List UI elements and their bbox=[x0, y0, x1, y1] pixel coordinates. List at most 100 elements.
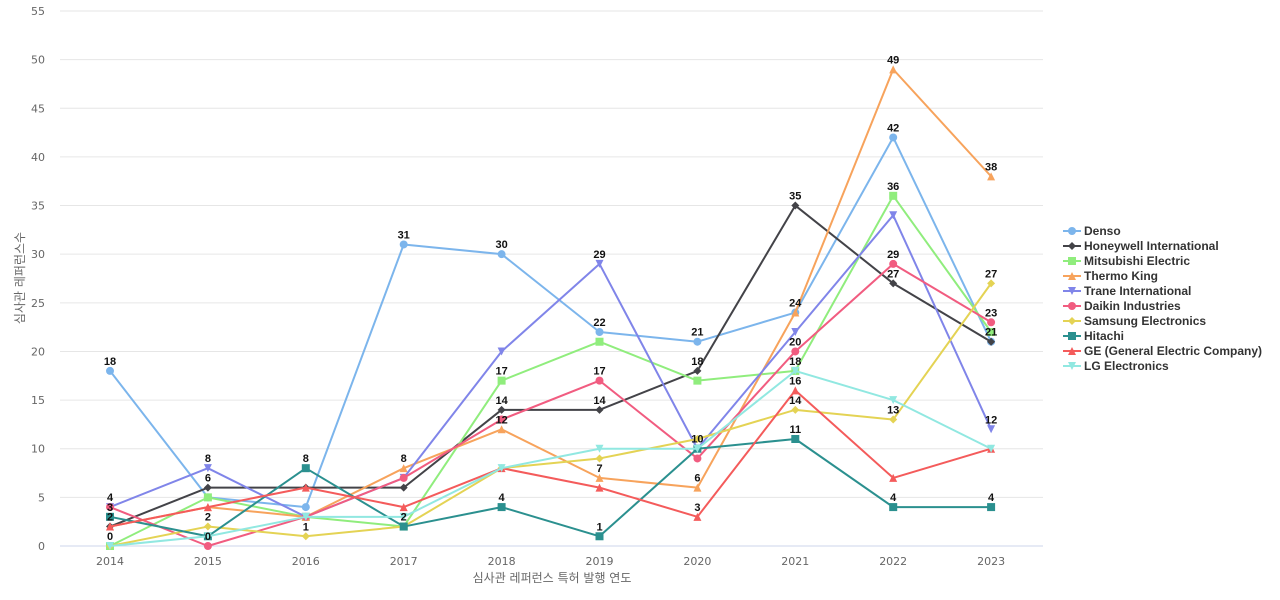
x-tick-label: 2015 bbox=[194, 555, 222, 568]
data-point bbox=[399, 240, 408, 249]
data-label: 2 bbox=[107, 512, 113, 524]
data-point bbox=[889, 191, 898, 200]
x-tick-label: 2020 bbox=[683, 555, 711, 568]
legend-item-denso[interactable]: Denso bbox=[1062, 223, 1262, 238]
data-point bbox=[106, 366, 114, 375]
data-label: 0 bbox=[205, 531, 211, 543]
series-line-thermo-king bbox=[109, 68, 992, 528]
data-label: 6 bbox=[205, 473, 211, 485]
data-label: 14 bbox=[593, 395, 606, 407]
y-tick-label: 25 bbox=[31, 297, 45, 310]
legend-label: Hitachi bbox=[1084, 328, 1125, 343]
data-point bbox=[497, 250, 506, 259]
y-tick-label: 35 bbox=[31, 200, 45, 213]
data-point bbox=[693, 454, 702, 463]
x-tick-label: 2018 bbox=[488, 555, 516, 568]
data-point bbox=[987, 337, 996, 346]
data-point bbox=[889, 211, 898, 220]
legend-label: GE (General Electric Company) bbox=[1084, 343, 1263, 358]
data-point bbox=[987, 279, 996, 288]
data-label: 17 bbox=[495, 366, 507, 378]
data-label: 27 bbox=[887, 268, 899, 280]
data-point bbox=[106, 522, 114, 531]
legend-item-ge-general-electric-company[interactable]: GE (General Electric Company) bbox=[1062, 343, 1262, 358]
data-point bbox=[791, 435, 800, 443]
y-tick-label: 0 bbox=[38, 540, 45, 553]
data-label: 42 bbox=[887, 122, 899, 134]
data-point bbox=[693, 444, 702, 453]
data-label: 1 bbox=[596, 521, 602, 533]
legend-marker-icon bbox=[1063, 286, 1081, 295]
data-point bbox=[497, 425, 506, 434]
data-point bbox=[497, 503, 506, 512]
legend-item-honeywell-international[interactable]: Honeywell International bbox=[1062, 238, 1262, 253]
series-layer bbox=[106, 65, 996, 550]
legend-item-hitachi[interactable]: Hitachi bbox=[1062, 328, 1262, 343]
data-point bbox=[791, 386, 800, 395]
data-label: 17 bbox=[593, 366, 605, 378]
data-label: 18 bbox=[789, 356, 801, 368]
data-point bbox=[301, 483, 310, 492]
data-label: 3 bbox=[107, 502, 113, 514]
data-point bbox=[595, 483, 604, 492]
data-label: 29 bbox=[593, 249, 605, 261]
data-point bbox=[595, 405, 604, 414]
data-point bbox=[497, 415, 506, 424]
legend-label: LG Electronics bbox=[1084, 358, 1169, 373]
y-tick-label: 45 bbox=[31, 102, 45, 115]
data-label: 18 bbox=[104, 356, 116, 368]
data-label: 30 bbox=[495, 239, 507, 251]
data-point bbox=[497, 405, 506, 414]
legend-marker-icon bbox=[1063, 301, 1081, 310]
data-point bbox=[399, 464, 408, 473]
legend-item-mitsubishi-electric[interactable]: Mitsubishi Electric bbox=[1062, 253, 1262, 268]
data-point bbox=[203, 483, 212, 492]
legend-label: Mitsubishi Electric bbox=[1084, 253, 1191, 268]
data-point bbox=[889, 279, 898, 288]
y-axis-ticks: 0 5 10 15 20 25 30 35 40 45 50 55 bbox=[31, 5, 45, 553]
legend-marker-icon bbox=[1063, 361, 1081, 370]
legend-label: Thermo King bbox=[1084, 268, 1158, 283]
data-label: 10 bbox=[691, 434, 703, 446]
x-tick-label: 2017 bbox=[390, 555, 418, 568]
legend-marker-icon bbox=[1063, 331, 1081, 340]
data-point bbox=[106, 503, 114, 512]
data-label: 20 bbox=[789, 336, 801, 348]
data-label: 8 bbox=[401, 453, 407, 465]
series-line-ge-general-electric-company bbox=[109, 389, 992, 528]
legend-label: Daikin Industries bbox=[1084, 298, 1181, 313]
series-line-honeywell-international bbox=[109, 204, 992, 528]
data-label: 4 bbox=[988, 492, 995, 504]
data-label: 24 bbox=[789, 298, 802, 310]
data-point bbox=[889, 65, 898, 74]
legend-item-trane-international[interactable]: Trane International bbox=[1062, 283, 1262, 298]
data-point bbox=[791, 328, 800, 336]
x-axis-title: 심사관 레퍼런스 특허 발행 연도 bbox=[473, 570, 632, 585]
data-label: 12 bbox=[985, 414, 997, 426]
series-line-hitachi bbox=[109, 438, 992, 538]
data-label: 38 bbox=[985, 161, 997, 173]
data-label: 12 bbox=[495, 414, 507, 426]
data-point bbox=[203, 522, 212, 531]
data-point bbox=[987, 328, 996, 336]
data-label: 31 bbox=[398, 229, 410, 241]
legend-item-daikin-industries[interactable]: Daikin Industries bbox=[1062, 298, 1262, 313]
data-point bbox=[203, 503, 212, 512]
data-point bbox=[399, 512, 408, 521]
series-line-samsung-electronics bbox=[109, 282, 992, 547]
x-tick-label: 2021 bbox=[781, 555, 809, 568]
legend-label: Trane International bbox=[1084, 283, 1192, 298]
legend-item-lg-electronics[interactable]: LG Electronics bbox=[1062, 358, 1262, 373]
legend-marker-icon bbox=[1063, 271, 1081, 280]
legend-item-thermo-king[interactable]: Thermo King bbox=[1062, 268, 1262, 283]
legend-item-samsung-electronics[interactable]: Samsung Electronics bbox=[1062, 313, 1262, 328]
legend-marker-icon bbox=[1063, 226, 1081, 235]
data-point bbox=[595, 259, 604, 268]
grid-lines bbox=[60, 10, 1043, 547]
data-point bbox=[693, 512, 702, 521]
data-label: 14 bbox=[495, 395, 508, 407]
data-point bbox=[301, 464, 310, 473]
data-label: 22 bbox=[593, 317, 605, 329]
series-trane-international bbox=[106, 211, 996, 521]
legend-marker-icon bbox=[1063, 256, 1081, 265]
